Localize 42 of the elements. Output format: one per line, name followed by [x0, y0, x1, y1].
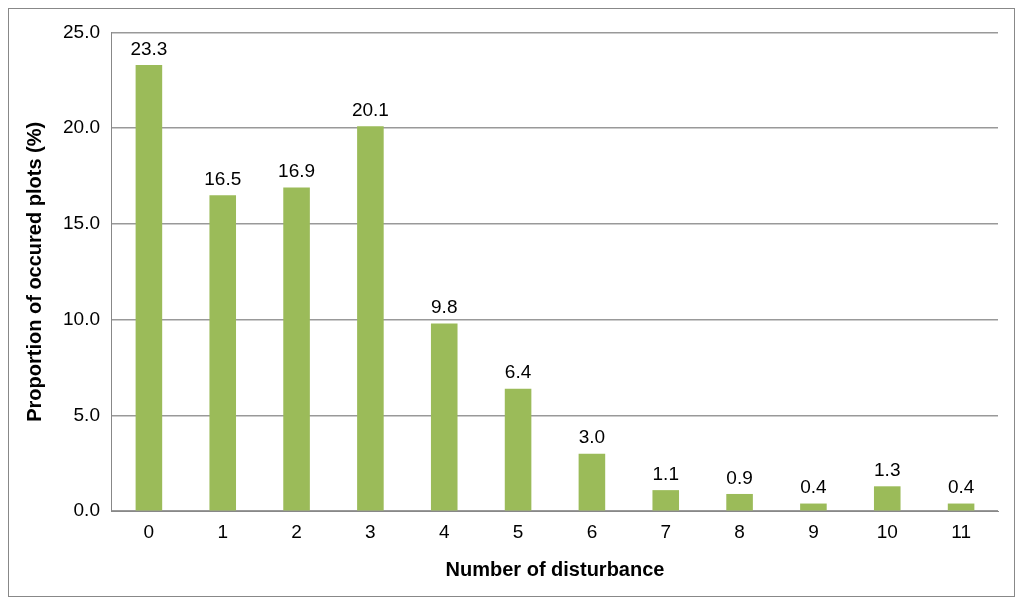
bar: [578, 453, 606, 511]
y-tick-label: 10.0: [63, 307, 100, 329]
x-tick-label: 9: [808, 520, 819, 542]
y-tick-label: 15.0: [63, 212, 100, 234]
x-tick-label: 7: [660, 520, 672, 542]
data-label: 20.1: [351, 98, 389, 120]
x-tick-label: 6: [586, 520, 598, 542]
data-label: 0.4: [800, 476, 828, 498]
data-label: 23.3: [130, 37, 168, 59]
x-tick-label: 3: [365, 520, 376, 542]
bar: [726, 493, 753, 511]
data-label: 3.0: [578, 426, 606, 448]
bar: [135, 64, 163, 511]
data-label: 0.4: [947, 476, 975, 498]
data-label: 16.5: [204, 167, 242, 189]
bar: [430, 323, 458, 511]
bar: [873, 486, 901, 511]
x-tick-label: 5: [512, 520, 524, 542]
x-tick-label: 11: [951, 520, 971, 542]
x-tick-label: 2: [291, 520, 302, 542]
y-tick-label: 0.0: [73, 499, 100, 521]
data-label: 1.1: [652, 462, 679, 484]
y-tick-label: 5.0: [73, 403, 100, 425]
bar: [652, 490, 680, 511]
y-tick-label: 25.0: [63, 20, 100, 42]
bar: [283, 187, 310, 511]
x-tick-label: 10: [876, 520, 898, 542]
data-label: 16.9: [278, 160, 316, 182]
y-tick-label: 20.0: [63, 116, 100, 138]
bar: [209, 195, 237, 511]
data-label: 9.8: [431, 296, 458, 318]
x-tick-label: 8: [734, 520, 745, 542]
bar: [504, 388, 532, 511]
x-tick-label: 1: [217, 520, 229, 542]
x-tick-label: 4: [438, 520, 450, 542]
data-label: 6.4: [504, 361, 532, 383]
bar: [357, 126, 384, 511]
y-axis-title: Proportion of occured plots (%): [22, 121, 45, 422]
x-tick-label: 0: [143, 520, 155, 542]
data-label: 0.9: [726, 466, 753, 488]
data-label: 1.3: [874, 459, 901, 481]
x-axis-title: Number of disturbance: [445, 557, 665, 580]
